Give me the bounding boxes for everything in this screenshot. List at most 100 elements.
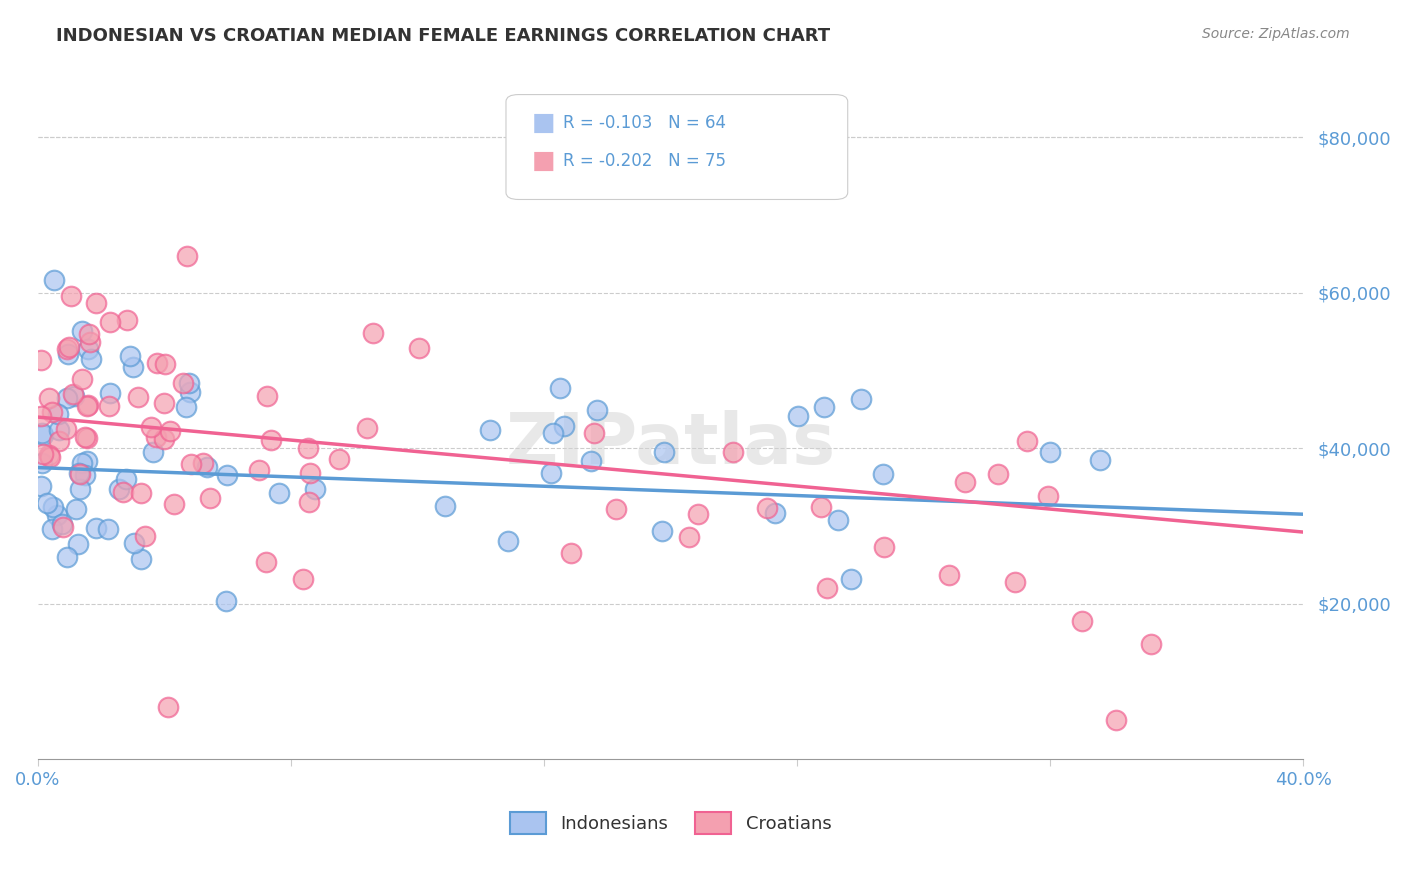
Point bbox=[98, 316, 121, 330]
Point bbox=[122, 535, 145, 549]
Point bbox=[560, 546, 582, 560]
Point bbox=[179, 385, 201, 400]
Point bbox=[586, 403, 609, 417]
Point bbox=[813, 400, 835, 414]
Point bbox=[30, 479, 52, 493]
Point bbox=[97, 522, 120, 536]
Point bbox=[254, 555, 277, 569]
Point bbox=[256, 389, 278, 403]
Point bbox=[153, 358, 176, 372]
Point bbox=[56, 347, 79, 361]
Point bbox=[1071, 614, 1094, 628]
Point bbox=[84, 521, 107, 535]
Point bbox=[172, 376, 194, 390]
Point bbox=[38, 391, 60, 405]
Point bbox=[114, 472, 136, 486]
Point bbox=[849, 392, 872, 407]
Point bbox=[77, 398, 100, 412]
Point bbox=[76, 454, 98, 468]
Point bbox=[122, 360, 145, 375]
Point bbox=[79, 335, 101, 350]
Point bbox=[579, 454, 602, 468]
Point bbox=[304, 482, 326, 496]
Point bbox=[129, 486, 152, 500]
Point bbox=[1036, 489, 1059, 503]
Point bbox=[1017, 434, 1039, 449]
Point bbox=[179, 376, 201, 391]
Point bbox=[200, 491, 222, 506]
Point bbox=[31, 426, 53, 441]
Point bbox=[217, 468, 239, 483]
Point bbox=[1088, 452, 1111, 467]
Point bbox=[38, 448, 60, 462]
Point bbox=[48, 434, 70, 449]
Point bbox=[953, 475, 976, 490]
Point bbox=[1105, 713, 1128, 727]
Point bbox=[31, 427, 53, 442]
Point bbox=[56, 549, 79, 564]
Point bbox=[548, 381, 571, 395]
Text: ZIPatlas: ZIPatlas bbox=[506, 409, 835, 479]
Point bbox=[44, 273, 66, 287]
Point bbox=[62, 387, 84, 401]
Point bbox=[815, 581, 838, 595]
Point bbox=[69, 467, 91, 482]
Point bbox=[298, 467, 321, 481]
FancyBboxPatch shape bbox=[506, 95, 848, 200]
Point bbox=[145, 430, 167, 444]
Point bbox=[66, 536, 89, 550]
Point bbox=[67, 466, 90, 480]
Point bbox=[63, 389, 86, 403]
Point bbox=[73, 430, 96, 444]
Point bbox=[146, 356, 169, 370]
Point bbox=[721, 444, 744, 458]
Point bbox=[73, 467, 96, 482]
Point bbox=[176, 249, 198, 263]
Point bbox=[540, 467, 562, 481]
Point bbox=[58, 340, 80, 354]
Point bbox=[541, 426, 564, 441]
Point bbox=[191, 456, 214, 470]
Text: Source: ZipAtlas.com: Source: ZipAtlas.com bbox=[1202, 27, 1350, 41]
Point bbox=[176, 400, 198, 414]
Point bbox=[195, 459, 218, 474]
Point bbox=[77, 342, 100, 356]
Point bbox=[134, 529, 156, 543]
Point bbox=[111, 485, 134, 500]
Point bbox=[872, 540, 894, 554]
Point bbox=[80, 351, 103, 366]
Point bbox=[810, 500, 832, 514]
Point bbox=[1039, 445, 1062, 459]
Point bbox=[70, 324, 93, 338]
Point bbox=[65, 502, 87, 516]
Point bbox=[269, 485, 291, 500]
Point bbox=[180, 457, 202, 471]
Point bbox=[41, 405, 63, 419]
Point bbox=[98, 386, 121, 401]
Point bbox=[159, 424, 181, 438]
Point bbox=[35, 496, 58, 510]
Point bbox=[408, 342, 430, 356]
Point bbox=[120, 349, 142, 363]
Point bbox=[127, 390, 149, 404]
Text: INDONESIAN VS CROATIAN MEDIAN FEMALE EARNINGS CORRELATION CHART: INDONESIAN VS CROATIAN MEDIAN FEMALE EAR… bbox=[56, 27, 831, 45]
Point bbox=[1004, 575, 1026, 590]
Point bbox=[163, 497, 186, 511]
Point bbox=[361, 326, 384, 341]
Point bbox=[76, 399, 98, 413]
Point bbox=[142, 445, 165, 459]
Point bbox=[651, 524, 673, 538]
Text: R = -0.103   N = 64: R = -0.103 N = 64 bbox=[562, 113, 725, 131]
Point bbox=[1140, 637, 1163, 651]
Point bbox=[827, 513, 849, 527]
Point bbox=[260, 433, 283, 447]
Point bbox=[69, 482, 91, 496]
Point bbox=[328, 451, 350, 466]
Point bbox=[97, 399, 120, 413]
Point bbox=[46, 508, 69, 522]
Point bbox=[30, 409, 52, 423]
Text: ■: ■ bbox=[531, 111, 555, 135]
Point bbox=[139, 420, 162, 434]
Point bbox=[48, 424, 70, 438]
Point bbox=[76, 431, 98, 445]
